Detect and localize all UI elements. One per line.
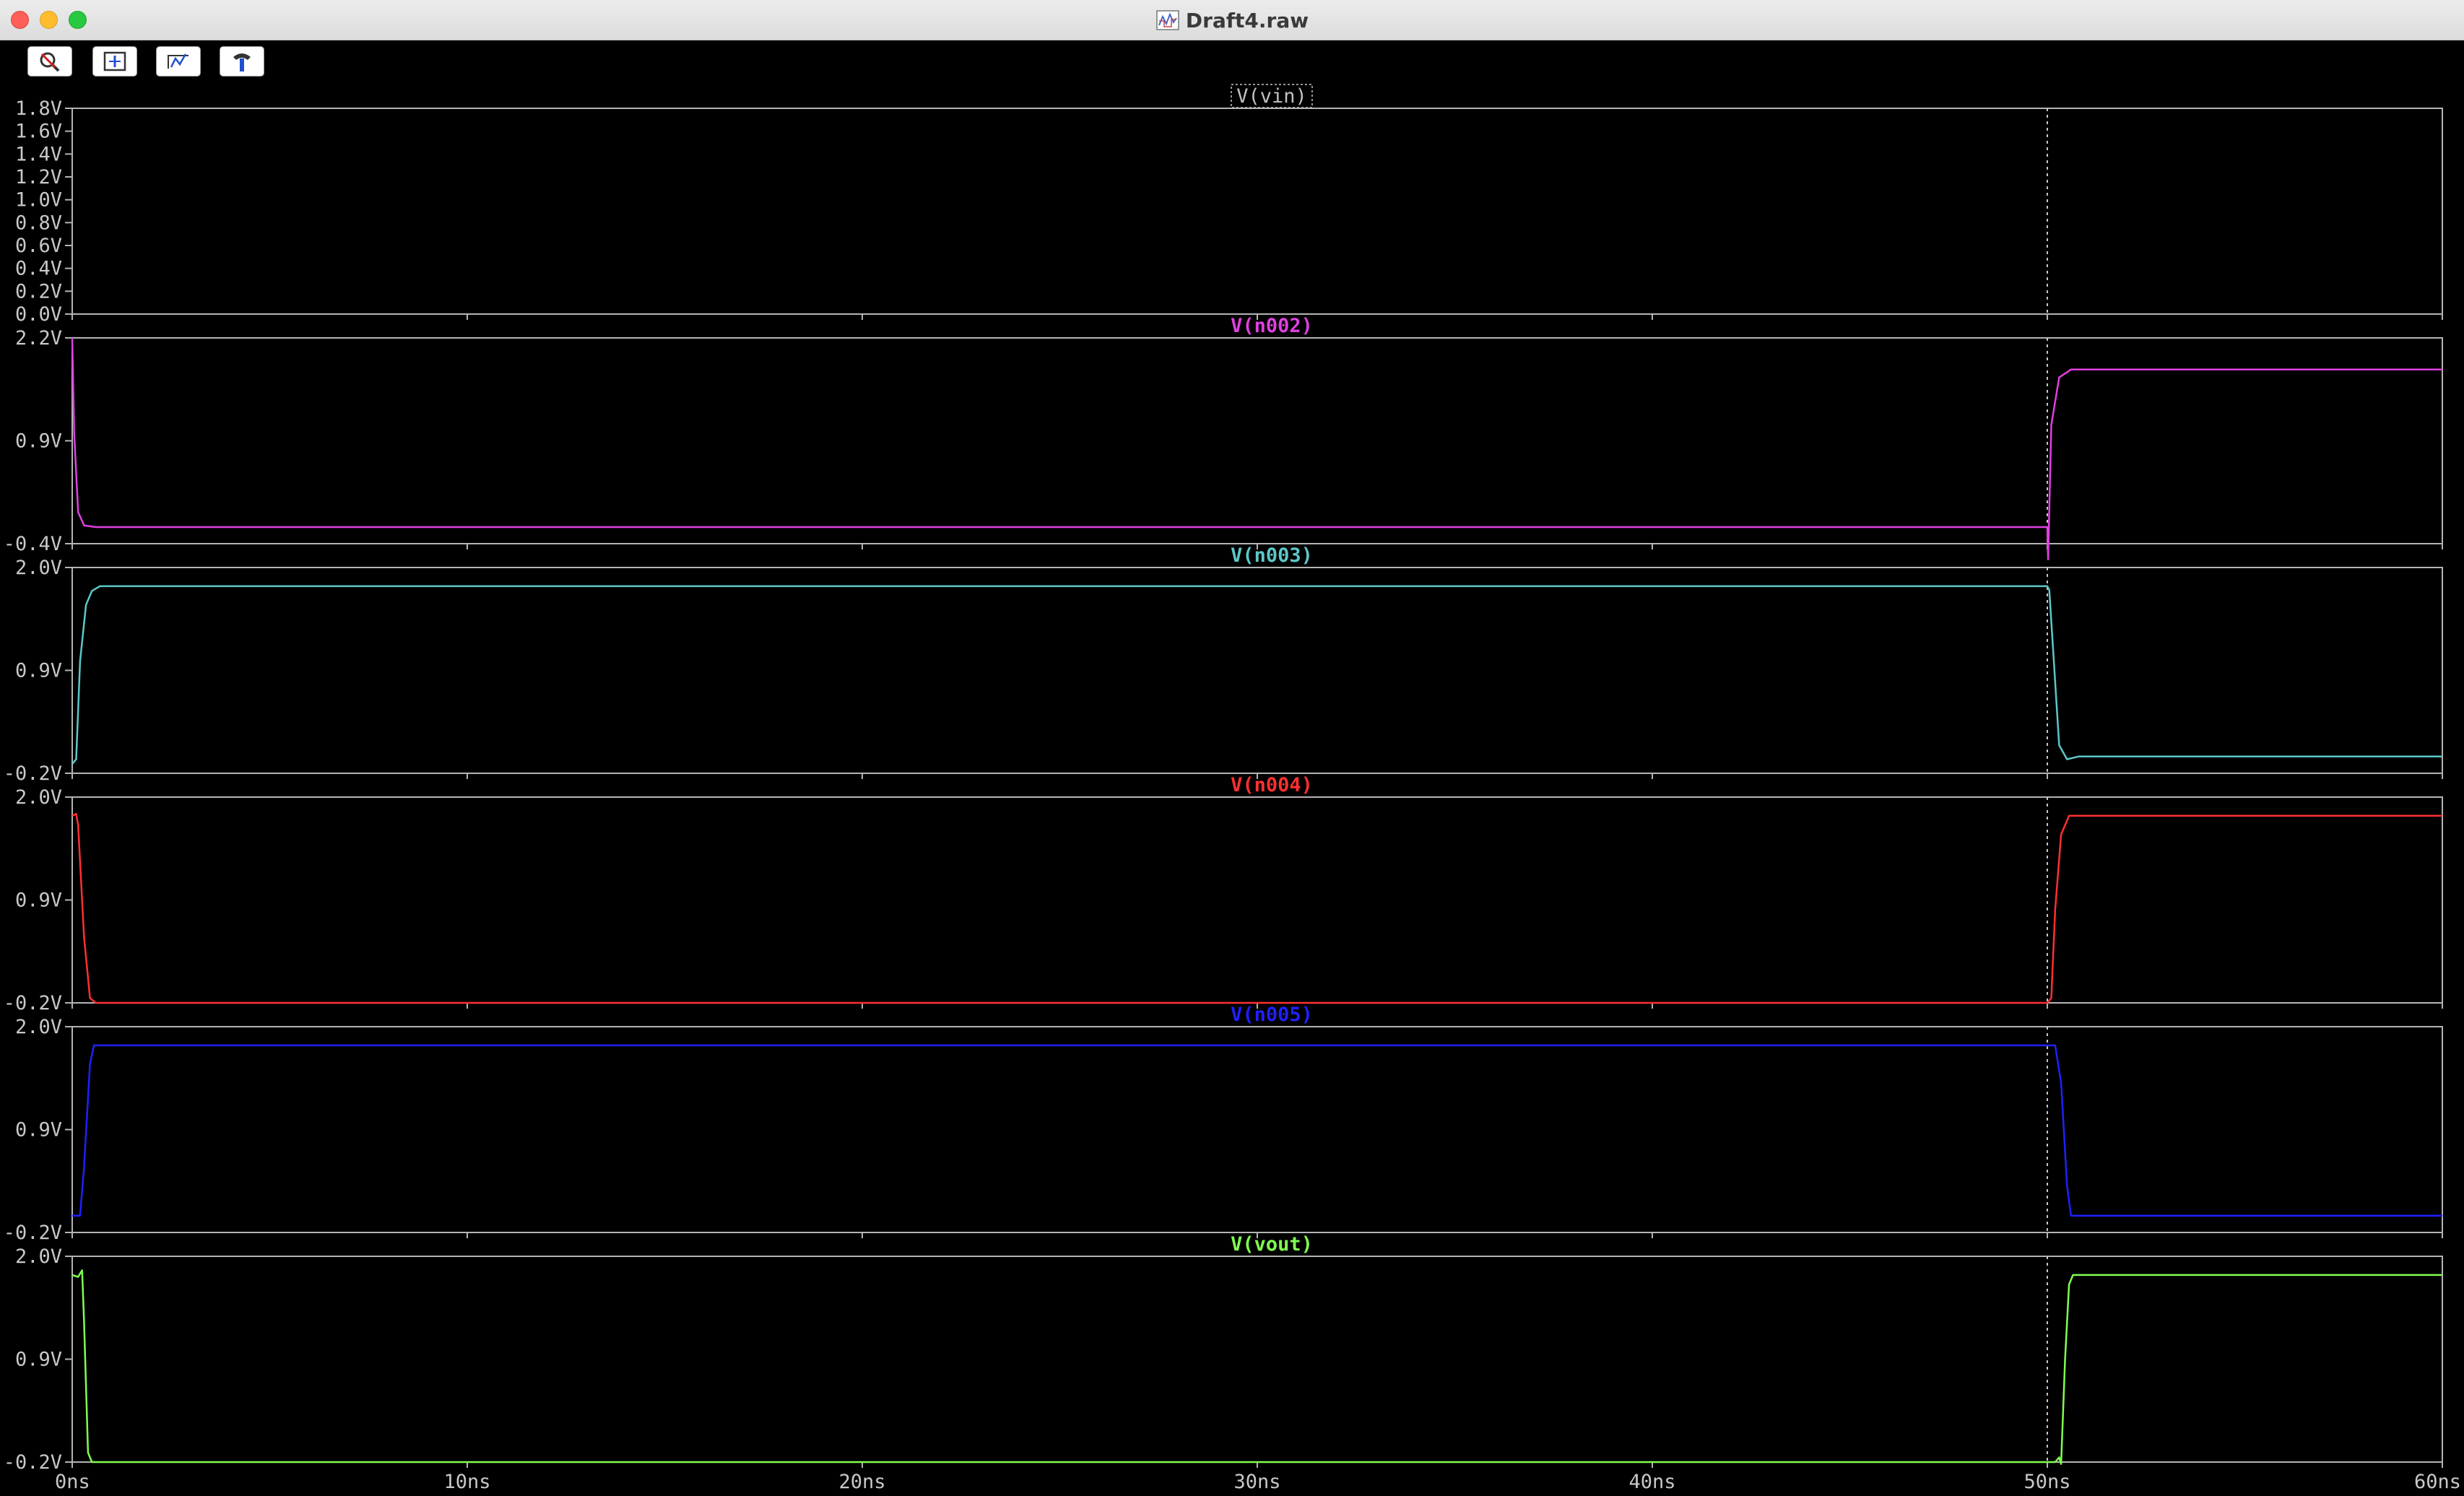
plot-pane-frame [71, 108, 2443, 315]
plot-pane-frame [71, 796, 2443, 1004]
x-tick-label: 60ns [2414, 1471, 2461, 1493]
window-title: Draft4.raw [1185, 8, 1309, 32]
y-tick-label: 2.0V [15, 557, 62, 579]
y-tick-label: 2.0V [15, 786, 62, 809]
y-tick-label: 1.6V [15, 121, 62, 143]
plot-pane-frame [71, 1256, 2443, 1463]
y-tick-label: 0.8V [15, 212, 62, 234]
x-tick-label: 10ns [443, 1471, 490, 1493]
y-tick-label: -0.2V [4, 762, 62, 785]
trace-line [71, 813, 2442, 1004]
y-tick-label: -0.2V [4, 992, 62, 1014]
trace-label-vn003[interactable]: V(n003) [1231, 544, 1313, 567]
y-tick-label: 2.2V [15, 327, 62, 349]
y-tick-label: 1.2V [15, 166, 62, 188]
trace-line [71, 1269, 2442, 1465]
trace-label-vn004[interactable]: V(n004) [1231, 774, 1313, 796]
title-bar: Draft4.raw [0, 0, 2464, 40]
minimize-window-button[interactable] [40, 11, 58, 29]
trace-label-vn002[interactable]: V(n002) [1231, 315, 1313, 337]
y-tick-label: -0.2V [4, 1222, 62, 1244]
x-tick-label: 40ns [1628, 1471, 1675, 1493]
y-tick-label: 2.0V [15, 1245, 62, 1268]
y-tick-label: 1.8V [15, 97, 62, 120]
y-tick-label: 0.4V [15, 258, 62, 280]
x-tick-label: 50ns [2023, 1471, 2070, 1493]
y-tick-label: 1.4V [15, 143, 62, 165]
plot-toolbar [0, 40, 2464, 84]
y-tick-label: -0.4V [4, 533, 62, 555]
trace-label-vvout[interactable]: V(vout) [1231, 1233, 1313, 1256]
plot-pane-frame [71, 1026, 2443, 1233]
y-tick-label: 0.9V [15, 660, 62, 682]
zoom-extents-icon [103, 51, 126, 71]
y-tick-label: 0.9V [15, 890, 62, 912]
y-tick-label: 0.9V [15, 1349, 62, 1371]
y-tick-label: 0.6V [15, 235, 62, 257]
y-tick-label: 0.9V [15, 430, 62, 453]
probe-button[interactable] [220, 46, 264, 77]
x-tick-label: 30ns [1233, 1471, 1280, 1493]
pan-icon [168, 53, 188, 69]
trace-label-vvin[interactable]: V(vin) [1236, 85, 1307, 108]
y-tick-label: 0.0V [15, 303, 62, 326]
y-tick-label: 0.2V [15, 280, 62, 303]
probe-icon [233, 53, 251, 71]
maximize-window-button[interactable] [69, 11, 87, 29]
y-tick-label: -0.2V [4, 1451, 62, 1474]
y-tick-label: 0.9V [15, 1119, 62, 1141]
plot-pane-frame [71, 337, 2443, 544]
zoom-extents-button[interactable] [92, 46, 137, 77]
y-tick-label: 2.0V [15, 1016, 62, 1038]
trace-line [71, 585, 2442, 765]
trace-label-focus-box [1231, 84, 1313, 108]
close-window-button[interactable] [11, 11, 29, 29]
plot-pane-frame [71, 567, 2443, 774]
zoom-full-button[interactable] [27, 46, 72, 77]
y-tick-label: 1.0V [15, 189, 62, 212]
x-tick-label: 0ns [55, 1471, 90, 1493]
zoom-full-icon [40, 52, 60, 72]
x-tick-label: 20ns [838, 1471, 885, 1493]
trace-label-vn005[interactable]: V(n005) [1231, 1004, 1313, 1026]
pan-button[interactable] [156, 46, 201, 77]
trace-line [71, 337, 2442, 561]
trace-line [72, 1044, 2442, 1217]
waveform-file-icon [1156, 10, 1179, 30]
